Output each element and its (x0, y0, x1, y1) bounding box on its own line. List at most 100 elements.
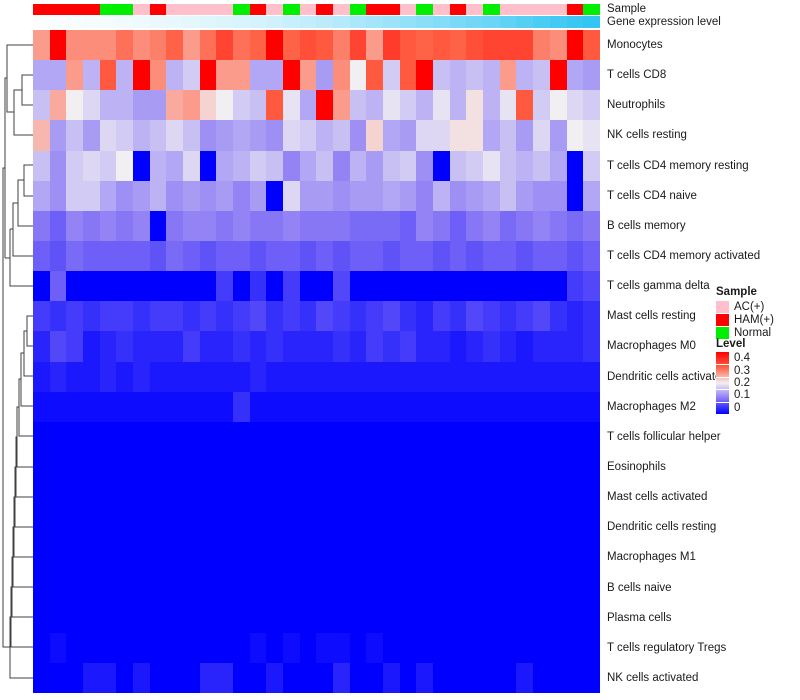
heatmap-cell (283, 301, 300, 332)
gene-expression-annotation-cell (183, 16, 200, 28)
heatmap-cell (483, 602, 500, 633)
heatmap-cell (216, 391, 234, 422)
heatmap-cell (216, 331, 234, 362)
heatmap-cell (316, 421, 334, 452)
heatmap-cell (466, 361, 484, 392)
heatmap-cell (549, 542, 567, 573)
heatmap-cell (533, 572, 550, 603)
heatmap-cell (433, 210, 450, 241)
heatmap-cell (283, 180, 300, 211)
heatmap-cell (283, 421, 300, 452)
heatmap-cell (483, 482, 500, 513)
heatmap-cell (383, 662, 400, 694)
heatmap-cell (449, 180, 467, 211)
heatmap-cell (483, 331, 500, 362)
heatmap-cell (133, 60, 150, 91)
heatmap-cell (449, 421, 467, 452)
heatmap-cell (183, 662, 200, 694)
heatmap-cell (533, 391, 550, 422)
heatmap-cell (483, 512, 500, 543)
heatmap-cell (33, 361, 50, 392)
heatmap-cell (116, 542, 134, 573)
heatmap-cell (283, 150, 300, 181)
heatmap-cell (383, 451, 400, 483)
heatmap-cell (566, 150, 584, 181)
heatmap-cell (499, 120, 517, 151)
heatmap-cell (516, 90, 534, 121)
heatmap-row (33, 240, 600, 272)
sample-annotation-cell (133, 4, 150, 15)
sample-annotation-cell (516, 4, 534, 15)
heatmap-cell (149, 301, 167, 332)
heatmap-cell (66, 301, 84, 332)
sample-annotation-cell (49, 4, 67, 15)
heatmap-cell (116, 391, 134, 422)
heatmap-cell (483, 240, 500, 272)
heatmap-cell (333, 120, 350, 151)
heatmap-cell (333, 512, 350, 543)
heatmap-cell (149, 361, 167, 392)
heatmap-cell (516, 662, 534, 694)
heatmap-cell (133, 240, 150, 272)
heatmap-cell (399, 512, 417, 543)
heatmap-cell (583, 512, 600, 543)
row-label: Monocytes (607, 39, 663, 52)
heatmap-cell (166, 482, 184, 513)
heatmap-cell (516, 361, 534, 392)
sample-annotation-cell (566, 4, 584, 15)
heatmap-cell (566, 331, 584, 362)
heatmap-cell (249, 60, 267, 91)
row-label: T cells CD4 naive (607, 189, 697, 202)
level-colorbar (716, 352, 729, 414)
heatmap-cell (399, 632, 417, 663)
heatmap-row (33, 572, 600, 603)
heatmap-cell (33, 542, 50, 573)
gene-expression-annotation-cell (366, 16, 384, 28)
heatmap-cell (233, 512, 250, 543)
heatmap-cell (566, 602, 584, 633)
heatmap-cell (466, 331, 484, 362)
heatmap-cell (199, 421, 217, 452)
heatmap-cell (483, 60, 500, 91)
heatmap-cell (533, 662, 550, 694)
heatmap-cell (299, 30, 317, 61)
heatmap-cell (483, 180, 500, 211)
heatmap-cell (249, 572, 267, 603)
heatmap-cell (233, 331, 250, 362)
heatmap-cell (83, 391, 100, 422)
heatmap-cell (449, 482, 467, 513)
heatmap-cell (133, 421, 150, 452)
heatmap-cell (433, 361, 450, 392)
heatmap-cell (583, 542, 600, 573)
heatmap-cell (466, 421, 484, 452)
heatmap-cell (116, 572, 134, 603)
heatmap-cell (583, 632, 600, 663)
heatmap-cell (483, 572, 500, 603)
row-label: B cells naive (607, 581, 672, 594)
gene-expression-annotation-cell (99, 16, 117, 28)
heatmap-cell (483, 301, 500, 332)
heatmap-cell (66, 210, 84, 241)
heatmap-cell (433, 180, 450, 211)
heatmap-cell (166, 60, 184, 91)
heatmap-cell (149, 331, 167, 362)
sample-annotation-cell (316, 4, 334, 15)
heatmap-cell (366, 30, 384, 61)
heatmap-cell (166, 572, 184, 603)
heatmap-cell (283, 210, 300, 241)
heatmap-cell (349, 60, 367, 91)
sample-annotation-cell (433, 4, 450, 15)
heatmap-cell (183, 421, 200, 452)
heatmap-cell (266, 512, 284, 543)
heatmap-cell (516, 602, 534, 633)
heatmap-cell (266, 662, 284, 694)
heatmap-cell (316, 361, 334, 392)
heatmap-cell (233, 60, 250, 91)
heatmap-cell (349, 482, 367, 513)
heatmap-cell (299, 301, 317, 332)
heatmap-cell (349, 150, 367, 181)
heatmap-cell (416, 30, 434, 61)
heatmap-cell (166, 120, 184, 151)
heatmap-cell (99, 512, 117, 543)
heatmap-cell (499, 180, 517, 211)
